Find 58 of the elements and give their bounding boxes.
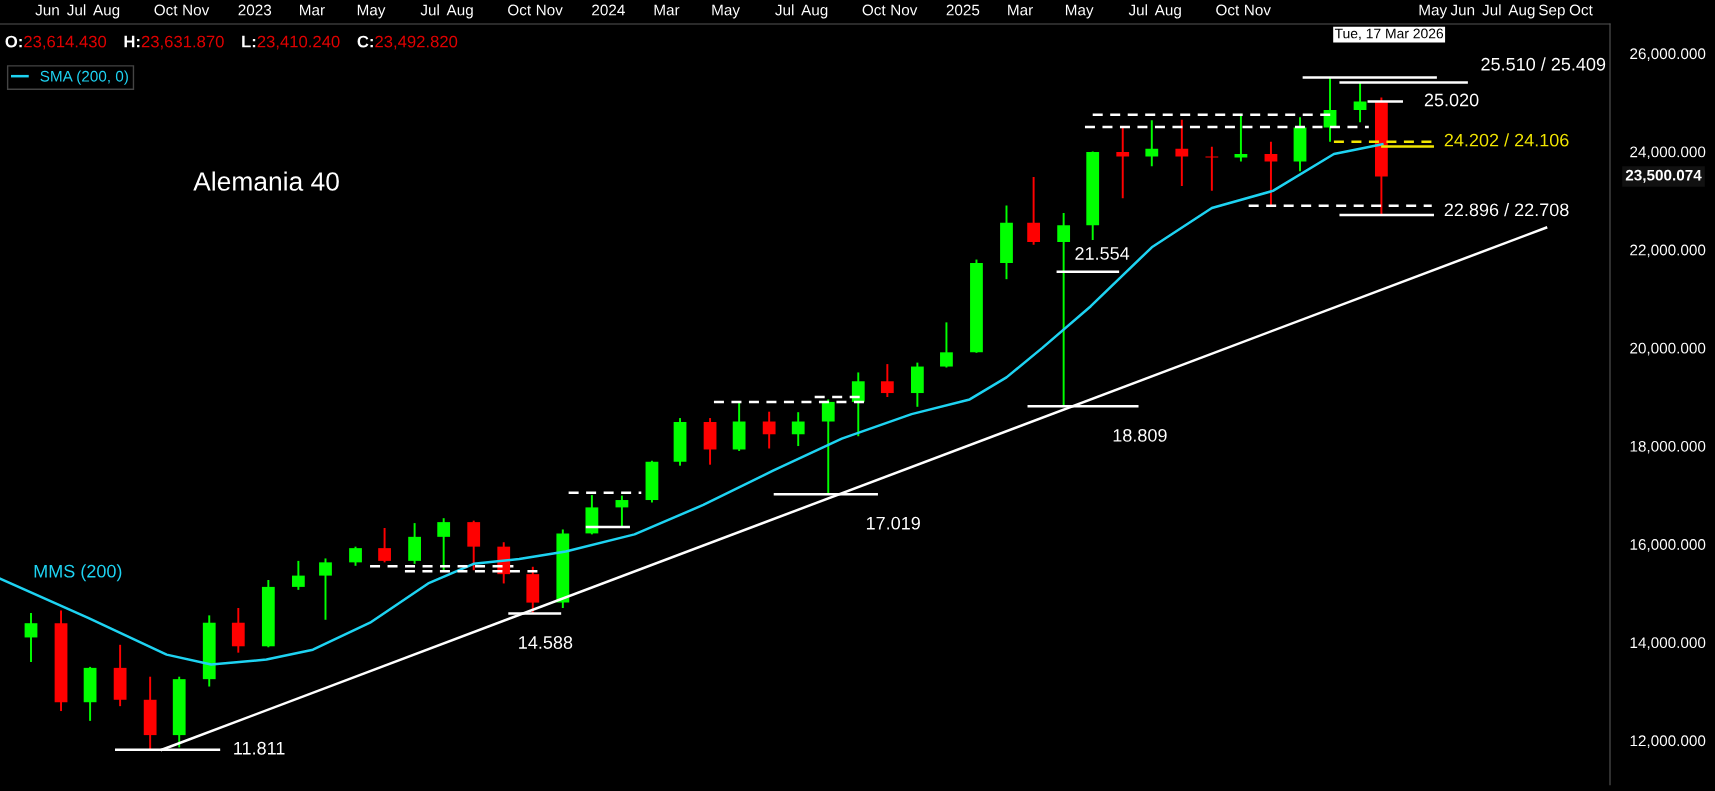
annotation: 21.554 — [1075, 247, 1130, 260]
y-tick-label: 14,000.000 — [1630, 637, 1706, 650]
x-tick-label: Aug — [93, 4, 120, 19]
x-tick-label: Aug — [1508, 4, 1535, 19]
annotation: C:23,492.820 — [357, 35, 458, 50]
x-tick-label: May — [357, 4, 386, 19]
annotation: 25.020 — [1424, 93, 1479, 107]
text: Alemania 40 — [193, 171, 339, 191]
x-tick-label: Nov — [891, 4, 918, 16]
x-tick-label: Jun — [35, 4, 59, 16]
x-tick-label: Jul — [67, 4, 86, 16]
y-tick-label: 20,000.000 — [1630, 342, 1706, 356]
x-tick-label: Oct — [154, 4, 178, 16]
x-tick-label: 2025 — [946, 4, 980, 16]
annotation: L:23,410.240 — [242, 35, 340, 50]
x-tick-label: Jul — [1128, 4, 1147, 16]
x-tick-label: Nov — [536, 4, 563, 16]
x-tick-label: Jul — [1482, 4, 1501, 16]
annotation: 22.896 / 22.708 — [1444, 202, 1569, 217]
x-tick-label: Aug — [801, 4, 828, 19]
x-tick-label: Nov — [183, 4, 210, 16]
x-tick-label: Aug — [1154, 4, 1181, 19]
x-tick-label: Jun — [1450, 4, 1475, 16]
annotation: MMS (200) — [34, 564, 122, 582]
annotation: 24.202 / 24.106 — [1444, 133, 1569, 147]
annotation: Tue, 17 Mar 2026 — [1334, 28, 1444, 41]
x-tick-label: May — [1419, 4, 1448, 19]
x-tick-label: Oct — [1569, 4, 1593, 16]
x-tick-label: May — [712, 4, 740, 19]
y-tick-label: 26,000.000 — [1630, 48, 1706, 61]
annotation: H:23,631.870 — [124, 35, 224, 50]
y-tick-label: 12,000.000 — [1630, 735, 1706, 748]
x-tick-label: Oct — [1216, 4, 1240, 16]
y-tick-label: 16,000.000 — [1630, 539, 1706, 552]
x-tick-label: Oct — [508, 4, 531, 16]
x-tick-label: Jul — [420, 4, 439, 16]
annotation: 18.809 — [1113, 428, 1167, 442]
annotation: 25.510 / 25.409 — [1481, 57, 1606, 71]
x-tick-label: 2024 — [592, 4, 625, 16]
x-tick-label: Mar — [300, 4, 325, 16]
x-tick-label: Jul — [775, 4, 794, 16]
annotation: O:23,614.430 — [5, 35, 107, 50]
x-tick-label: Aug — [446, 4, 473, 19]
legend-label: SMA (200, 0) — [40, 70, 128, 85]
x-tick-label: May — [1065, 4, 1094, 19]
y-tick-label: 18,000.000 — [1630, 440, 1706, 454]
x-tick-label: 2023 — [238, 4, 272, 16]
text: 23,500.074 — [1625, 169, 1702, 183]
x-tick-label: Sep — [1538, 4, 1565, 19]
annotation: 14.588 — [519, 636, 573, 649]
y-tick-label: 22,000.000 — [1630, 244, 1706, 258]
annotation: 17.019 — [866, 516, 920, 530]
x-tick-label: Mar — [654, 4, 680, 16]
x-tick-label: Nov — [1245, 4, 1271, 16]
x-tick-label: Oct — [862, 4, 886, 16]
annotation: 11.811 — [234, 741, 285, 755]
y-tick-label: 24,000.000 — [1630, 146, 1706, 160]
x-tick-label: Mar — [1008, 4, 1033, 16]
